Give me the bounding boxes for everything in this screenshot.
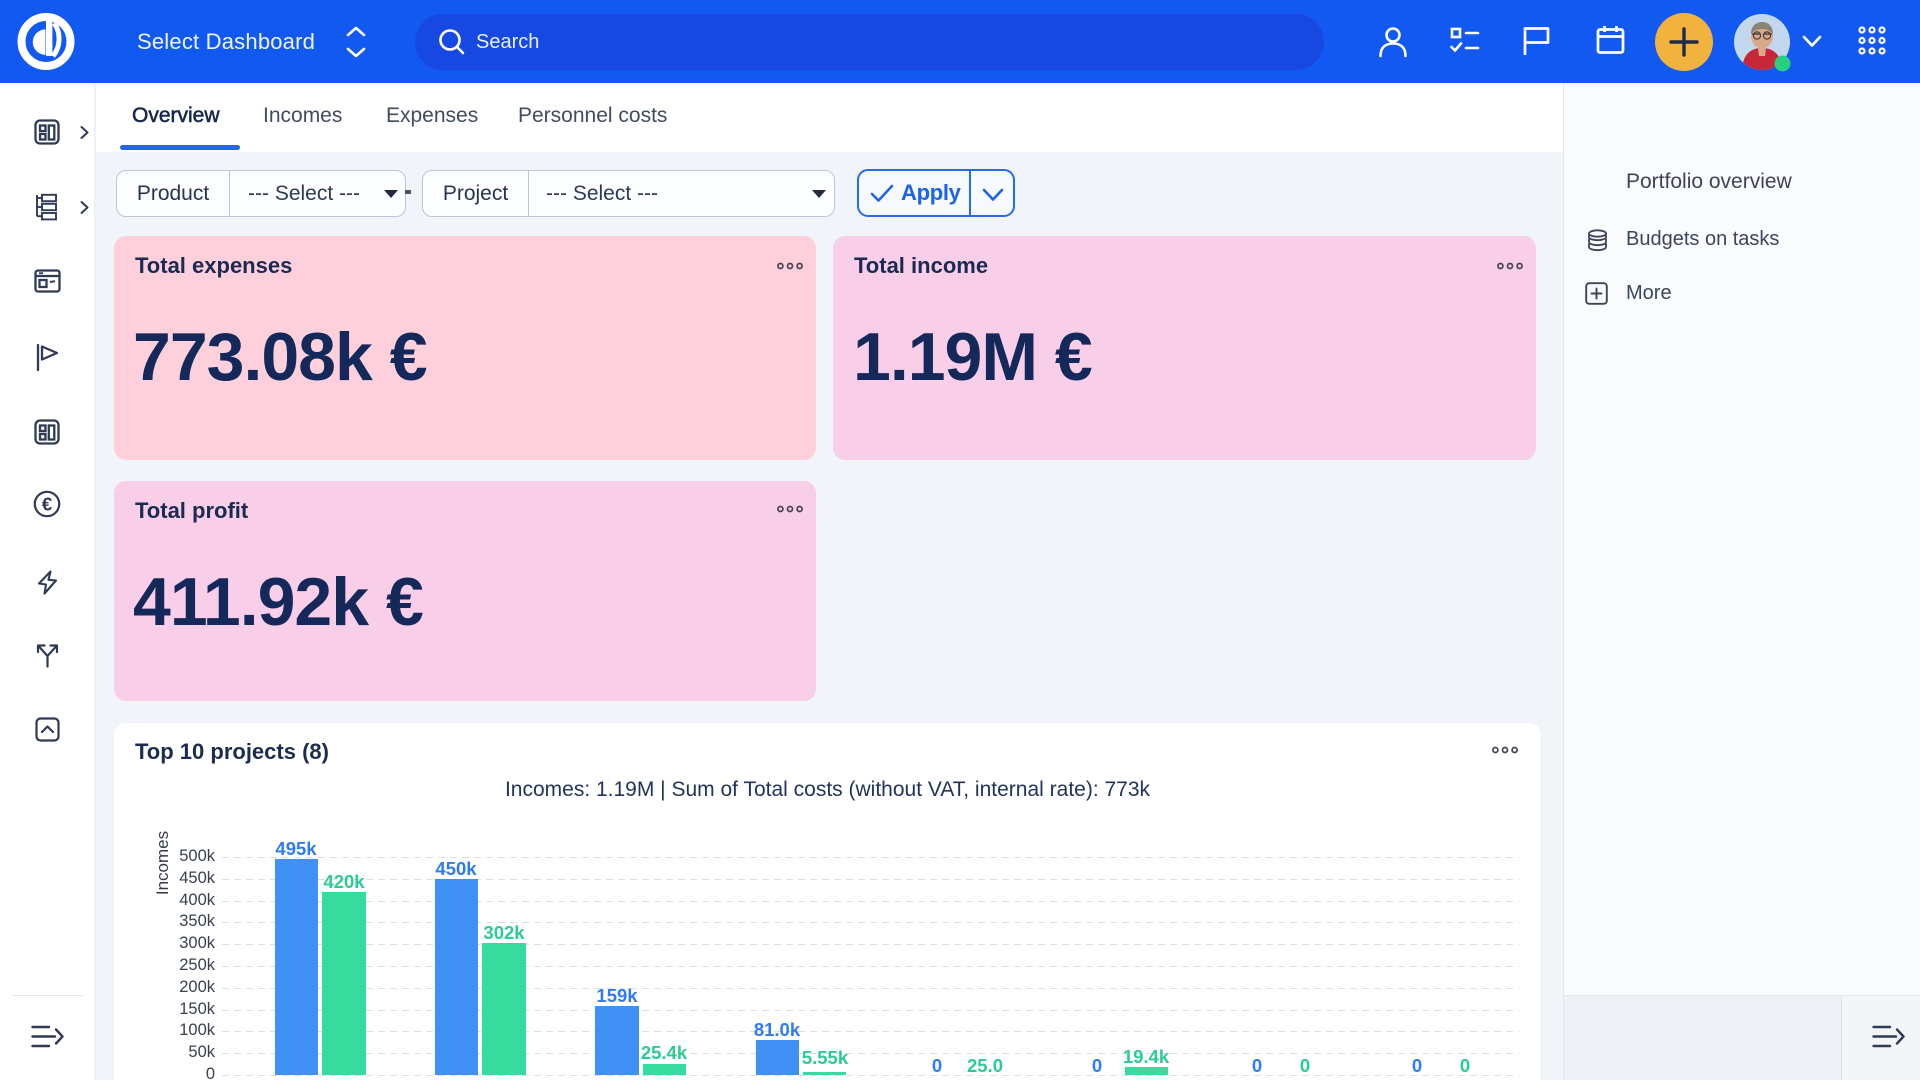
svg-text:€: € [42,494,52,515]
